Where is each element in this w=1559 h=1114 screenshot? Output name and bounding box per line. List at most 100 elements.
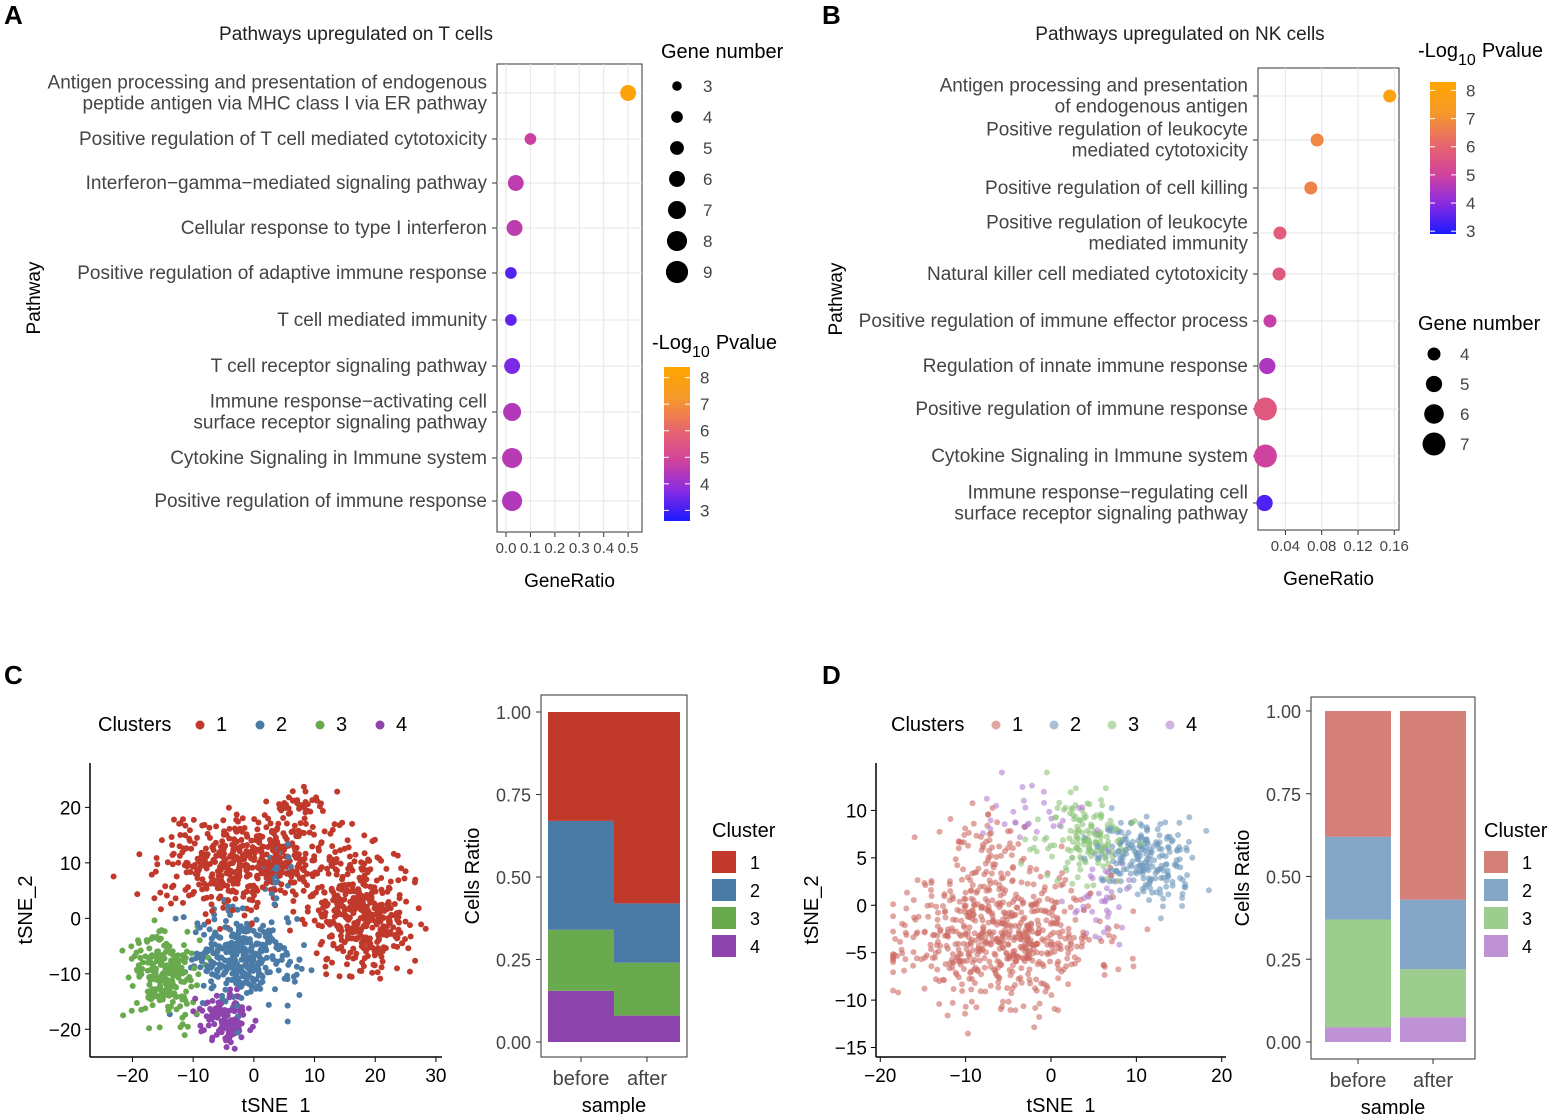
- cell-point: [1113, 923, 1120, 930]
- cell-point: [903, 932, 910, 938]
- cell-point: [238, 1006, 245, 1013]
- cell-point: [995, 984, 1002, 991]
- y-tick-label: −15: [835, 1039, 867, 1060]
- cell-point: [1054, 916, 1061, 923]
- cell-point: [949, 960, 956, 966]
- cell-point: [1036, 1014, 1043, 1020]
- cell-point: [371, 948, 378, 955]
- cell-point: [365, 911, 372, 917]
- cell-point: [352, 851, 359, 858]
- cell-point: [233, 1022, 240, 1029]
- cell-point: [928, 946, 934, 953]
- bar-segment: [1325, 1027, 1391, 1042]
- cell-point: [1163, 883, 1170, 890]
- cell-point: [1104, 821, 1111, 828]
- cell-point: [966, 924, 973, 931]
- cell-point: [198, 849, 205, 856]
- y-tick-label: 0: [70, 909, 81, 930]
- cell-point: [267, 820, 274, 827]
- cell-point: [1068, 941, 1075, 948]
- cell-point: [227, 912, 234, 918]
- cell-point: [996, 975, 1003, 982]
- cell-point: [1022, 823, 1029, 830]
- cell-point: [1099, 802, 1106, 809]
- cell-point: [325, 870, 332, 877]
- cell-point: [1001, 848, 1008, 855]
- cell-point: [251, 816, 258, 823]
- cell-point: [186, 892, 192, 899]
- cell-point: [928, 877, 935, 884]
- cell-point: [342, 914, 349, 921]
- cell-point: [1059, 837, 1066, 844]
- cell-point: [418, 921, 425, 928]
- cell-point: [1021, 914, 1028, 921]
- cell-point: [982, 988, 989, 995]
- y-axis-label: tSNE_2: [15, 876, 37, 945]
- bar-segment: [1400, 711, 1466, 900]
- cell-point: [178, 978, 185, 985]
- cell-point: [1050, 823, 1057, 830]
- cell-point: [354, 918, 361, 925]
- cell-point: [1009, 865, 1016, 872]
- cell-point: [931, 931, 938, 938]
- colorbar-label: 3: [1466, 222, 1475, 241]
- size-legend-dot: [670, 141, 684, 155]
- cell-point: [291, 978, 298, 985]
- cell-point: [1029, 782, 1035, 789]
- cell-point: [949, 928, 956, 935]
- cell-point: [961, 924, 968, 931]
- y-tick-label: 0: [856, 896, 867, 917]
- cell-point: [1109, 843, 1116, 850]
- cell-point: [395, 926, 402, 933]
- size-legend-dot: [1427, 347, 1441, 361]
- cell-point: [1171, 861, 1178, 868]
- colorbar-label: 6: [1466, 138, 1475, 157]
- cell-point: [336, 973, 343, 980]
- size-legend-label: 9: [703, 263, 712, 282]
- cluster-legend-label: 4: [1522, 937, 1532, 957]
- cell-point: [248, 920, 255, 927]
- cell-point: [214, 1014, 221, 1021]
- cell-point: [993, 854, 1000, 860]
- cell-point: [977, 948, 984, 955]
- cell-point: [965, 829, 972, 836]
- cell-point: [890, 901, 897, 908]
- y-tick-label: 1.00: [496, 703, 531, 723]
- cell-point: [1034, 907, 1041, 914]
- cell-point: [290, 973, 297, 980]
- cell-point: [958, 839, 965, 846]
- cell-point: [222, 998, 229, 1005]
- cell-point: [173, 1006, 180, 1013]
- y-tick-label: 5: [856, 849, 867, 870]
- cell-point: [1125, 829, 1132, 836]
- cell-point: [307, 808, 314, 815]
- cell-point: [1140, 888, 1147, 895]
- y-tick-label: −20: [49, 1020, 81, 1041]
- cell-point: [1015, 895, 1022, 901]
- cell-point: [255, 819, 262, 826]
- cell-point: [1162, 861, 1169, 868]
- x-tick-label: −10: [950, 1066, 982, 1087]
- x-tick-label: 10: [304, 1066, 325, 1087]
- y-axis-label: Cells Ratio: [462, 828, 484, 925]
- cell-point: [953, 917, 959, 923]
- cell-point: [1012, 1007, 1019, 1014]
- cell-point: [1156, 832, 1163, 839]
- cell-point: [238, 967, 245, 973]
- cell-point: [182, 997, 189, 1004]
- cell-point: [1006, 909, 1012, 916]
- x-tick-label: 0.5: [618, 540, 639, 557]
- cell-point: [1097, 811, 1104, 818]
- cell-point: [1056, 799, 1063, 806]
- cell-point: [979, 841, 986, 848]
- cell-point: [361, 955, 368, 962]
- cell-point: [238, 836, 245, 843]
- cell-point: [282, 833, 289, 840]
- cell-point: [259, 884, 266, 891]
- cell-point: [228, 1031, 235, 1038]
- plot-area: [1257, 67, 1400, 531]
- cell-point: [961, 832, 968, 838]
- size-legend-label: 6: [1460, 405, 1469, 424]
- cell-point: [308, 967, 315, 974]
- cell-point: [214, 946, 221, 953]
